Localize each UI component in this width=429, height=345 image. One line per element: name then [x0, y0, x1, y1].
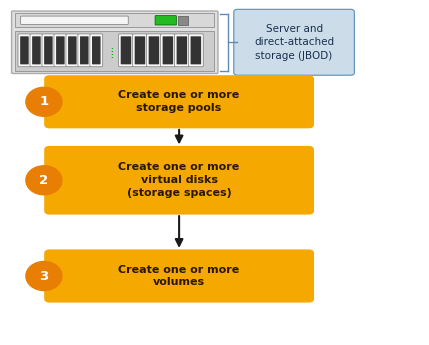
FancyBboxPatch shape: [121, 36, 131, 65]
FancyBboxPatch shape: [21, 16, 128, 24]
FancyBboxPatch shape: [18, 34, 31, 67]
FancyBboxPatch shape: [175, 34, 189, 67]
Text: 3: 3: [39, 269, 48, 283]
Text: 2: 2: [39, 174, 48, 187]
FancyBboxPatch shape: [149, 36, 159, 65]
FancyBboxPatch shape: [42, 34, 55, 67]
FancyBboxPatch shape: [66, 34, 79, 67]
FancyBboxPatch shape: [133, 34, 148, 67]
FancyBboxPatch shape: [178, 16, 188, 24]
Text: Create one or more
virtual disks
(storage spaces): Create one or more virtual disks (storag…: [118, 162, 240, 198]
FancyBboxPatch shape: [15, 13, 214, 27]
FancyBboxPatch shape: [54, 34, 67, 67]
Text: :
:: : :: [110, 47, 113, 59]
FancyBboxPatch shape: [80, 36, 88, 65]
FancyBboxPatch shape: [90, 34, 103, 67]
FancyBboxPatch shape: [20, 36, 29, 65]
FancyBboxPatch shape: [118, 34, 133, 67]
FancyBboxPatch shape: [44, 36, 53, 65]
FancyBboxPatch shape: [155, 16, 176, 25]
Text: Create one or more
storage pools: Create one or more storage pools: [118, 90, 240, 113]
FancyBboxPatch shape: [68, 36, 77, 65]
FancyBboxPatch shape: [56, 36, 65, 65]
FancyBboxPatch shape: [190, 36, 201, 65]
Text: 1: 1: [39, 95, 48, 108]
FancyBboxPatch shape: [44, 146, 314, 215]
FancyBboxPatch shape: [44, 75, 314, 128]
FancyBboxPatch shape: [30, 34, 43, 67]
FancyBboxPatch shape: [188, 34, 203, 67]
Text: Create one or more
volumes: Create one or more volumes: [118, 265, 240, 287]
FancyBboxPatch shape: [160, 34, 175, 67]
Circle shape: [26, 262, 62, 290]
FancyBboxPatch shape: [234, 9, 354, 75]
FancyBboxPatch shape: [92, 36, 100, 65]
FancyBboxPatch shape: [15, 31, 214, 71]
Circle shape: [26, 87, 62, 116]
FancyBboxPatch shape: [44, 249, 314, 303]
Text: Server and
direct-attached
storage (JBOD): Server and direct-attached storage (JBOD…: [254, 24, 334, 61]
FancyBboxPatch shape: [177, 36, 187, 65]
Circle shape: [26, 166, 62, 195]
FancyBboxPatch shape: [163, 36, 173, 65]
FancyBboxPatch shape: [135, 36, 145, 65]
FancyBboxPatch shape: [147, 34, 161, 67]
FancyBboxPatch shape: [78, 34, 91, 67]
FancyBboxPatch shape: [12, 11, 218, 73]
FancyBboxPatch shape: [32, 36, 41, 65]
